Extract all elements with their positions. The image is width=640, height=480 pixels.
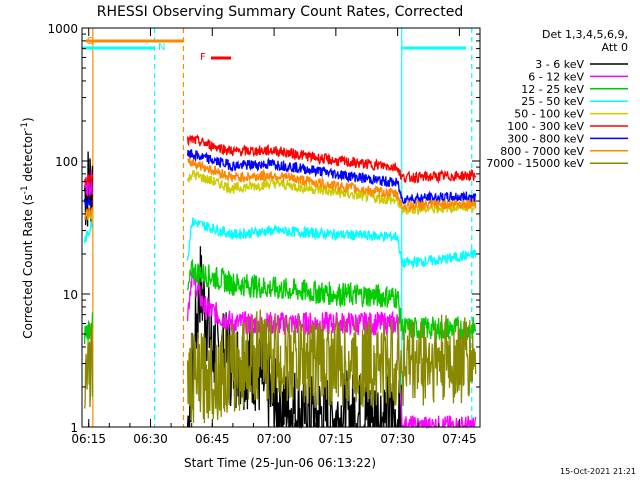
legend-label: 100 - 300 keV — [507, 120, 584, 133]
legend-label: 7000 - 15000 keV — [486, 157, 584, 170]
series-line-3 — [186, 217, 477, 270]
legend-label: 25 - 50 keV — [521, 95, 584, 108]
flag-label-f: F — [200, 52, 206, 63]
series-line-6 — [186, 149, 477, 205]
legend-header-line2: Att 0 — [602, 41, 628, 54]
legend-header-line1: Det 1,3,4,5,6,9, — [542, 28, 628, 41]
x-tick-label: 07:00 — [257, 432, 292, 446]
plot-frame — [81, 27, 481, 428]
y-tick-label: 1 — [70, 421, 78, 435]
series-line-8 — [83, 322, 94, 409]
legend-label: 12 - 25 keV — [521, 83, 584, 96]
series-line-8 — [186, 309, 477, 424]
plot-area: S N F — [82, 28, 477, 430]
x-tick-label: 06:30 — [133, 432, 168, 446]
x-axis: 06:15 06:30 06:45 07:00 07:15 07:30 07:45 — [71, 28, 477, 446]
x-axis-label: Start Time (25-Jun-06 06:13:22) — [184, 456, 376, 470]
flag-label-s: S — [87, 36, 93, 47]
y-tick-label: 10 — [63, 288, 78, 302]
series-line-3 — [83, 220, 93, 244]
legend-label: 300 - 800 keV — [507, 132, 584, 145]
timestamp: 15-Oct-2021 21:21 — [560, 467, 636, 476]
series-line-7 — [187, 157, 477, 213]
x-tick-label: 06:45 — [195, 432, 230, 446]
series-line-5 — [186, 133, 477, 184]
y-tick-label: 1000 — [47, 22, 78, 36]
x-tick-label: 06:15 — [71, 432, 106, 446]
y-axis: 1 10 100 1000 — [47, 22, 480, 435]
y-tick-label: 100 — [55, 155, 78, 169]
legend-label: 800 - 7000 keV — [500, 145, 584, 158]
series-line-7 — [84, 206, 94, 221]
x-tick-label: 07:15 — [319, 432, 354, 446]
x-tick-label: 07:45 — [442, 432, 477, 446]
y-axis-label: Corrected Count Rate (s-1 detector-1) — [20, 117, 35, 338]
series-line-6 — [83, 196, 94, 209]
legend-label: 50 - 100 keV — [514, 108, 584, 121]
series-line-2 — [186, 259, 477, 341]
legend-label: 6 - 12 keV — [528, 70, 584, 83]
flag-label-n: N — [158, 42, 165, 53]
series-line-5 — [83, 174, 94, 185]
series-line-0 — [186, 246, 403, 429]
legend-label: 3 - 6 keV — [535, 58, 584, 71]
x-tick-label: 07:30 — [380, 432, 415, 446]
chart-title: RHESSI Observing Summary Count Rates, Co… — [97, 4, 463, 20]
